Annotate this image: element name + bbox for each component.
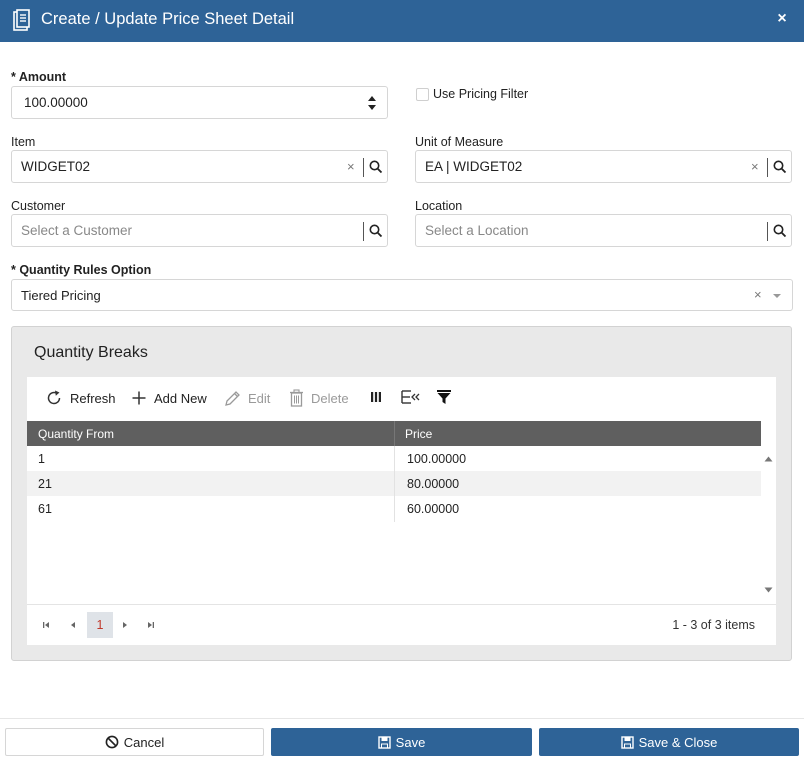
save-button[interactable]: Save bbox=[271, 728, 532, 756]
quantity-breaks-grid: Refresh Add New Edit bbox=[27, 377, 776, 645]
refresh-button[interactable]: Refresh bbox=[45, 387, 116, 409]
uom-separator bbox=[767, 158, 768, 177]
dialog-titlebar: Create / Update Price Sheet Detail × bbox=[0, 0, 804, 42]
previous-page-icon[interactable] bbox=[67, 619, 79, 631]
cell-price: 60.00000 bbox=[407, 502, 460, 516]
next-page-icon[interactable] bbox=[119, 619, 131, 631]
column-header-price[interactable]: Price bbox=[405, 427, 433, 441]
filter-icon[interactable] bbox=[436, 389, 452, 405]
edit-label: Edit bbox=[248, 390, 271, 406]
edit-button[interactable]: Edit bbox=[224, 387, 270, 409]
item-value: WIDGET02 bbox=[21, 159, 91, 174]
dialog-title: Create / Update Price Sheet Detail bbox=[41, 10, 295, 28]
add-new-label: Add New bbox=[154, 390, 207, 406]
first-page-icon[interactable] bbox=[41, 619, 53, 631]
customer-search-icon[interactable] bbox=[368, 223, 384, 239]
pencil-icon bbox=[225, 390, 240, 406]
location-search-icon[interactable] bbox=[772, 223, 788, 239]
uom-combobox[interactable]: EA | WIDGET02 × bbox=[415, 150, 792, 183]
delete-button[interactable]: Delete bbox=[289, 387, 349, 409]
refresh-label: Refresh bbox=[70, 390, 116, 406]
location-separator bbox=[767, 222, 768, 241]
delete-label: Delete bbox=[311, 390, 349, 406]
customer-label: Customer bbox=[11, 199, 66, 213]
dialog-footer: Cancel Save Save & Close bbox=[0, 718, 804, 760]
customer-separator bbox=[363, 222, 364, 241]
customer-combobox[interactable]: Select a Customer bbox=[11, 214, 388, 247]
quantity-rules-clear-icon[interactable]: × bbox=[754, 287, 762, 302]
grid-header: Quantity From Price bbox=[27, 421, 761, 446]
use-pricing-filter-checkbox[interactable] bbox=[416, 88, 429, 101]
chevron-down-icon[interactable] bbox=[772, 291, 782, 301]
cell-quantity-from: 21 bbox=[38, 477, 52, 491]
cancel-icon bbox=[105, 735, 119, 749]
amount-label: * Amount bbox=[11, 70, 67, 84]
item-label: Item bbox=[11, 135, 36, 149]
close-button[interactable]: × bbox=[777, 10, 787, 27]
item-combobox[interactable]: WIDGET02 × bbox=[11, 150, 388, 183]
grid-pager: 1 1 - 3 of 3 items bbox=[27, 604, 776, 645]
cell-quantity-from: 1 bbox=[38, 452, 45, 466]
scroll-up-icon[interactable] bbox=[764, 456, 773, 462]
grid-scrollbar[interactable] bbox=[761, 446, 776, 604]
refresh-icon bbox=[47, 390, 61, 405]
item-separator bbox=[363, 158, 364, 177]
plus-icon bbox=[132, 391, 146, 405]
uom-label: Unit of Measure bbox=[415, 135, 504, 149]
save-icon bbox=[377, 735, 391, 749]
cell-price: 80.00000 bbox=[407, 477, 460, 491]
save-label: Save bbox=[395, 734, 426, 750]
amount-input[interactable]: 100.00000 bbox=[11, 86, 388, 119]
uom-value: EA | WIDGET02 bbox=[425, 159, 523, 174]
save-icon bbox=[620, 735, 634, 749]
cancel-button[interactable]: Cancel bbox=[5, 728, 264, 756]
cell-quantity-from: 61 bbox=[38, 502, 52, 516]
item-search-icon[interactable] bbox=[368, 159, 384, 175]
location-label: Location bbox=[415, 199, 463, 213]
item-clear-icon[interactable]: × bbox=[347, 159, 355, 174]
quantity-rules-label: * Quantity Rules Option bbox=[11, 263, 152, 277]
column-divider bbox=[394, 446, 395, 522]
uom-search-icon[interactable] bbox=[772, 159, 788, 175]
document-icon bbox=[13, 9, 30, 31]
collapse-columns-icon[interactable] bbox=[400, 389, 420, 405]
column-separator bbox=[394, 421, 395, 446]
last-page-icon[interactable] bbox=[144, 619, 156, 631]
table-row[interactable]: 61 60.00000 bbox=[27, 496, 761, 521]
add-new-button[interactable]: Add New bbox=[131, 387, 207, 409]
scroll-down-icon[interactable] bbox=[764, 587, 773, 593]
use-pricing-filter-label: Use Pricing Filter bbox=[433, 87, 529, 101]
location-combobox[interactable]: Select a Location bbox=[415, 214, 792, 247]
save-and-close-button[interactable]: Save & Close bbox=[539, 728, 799, 756]
quantity-breaks-panel: Quantity Breaks Refresh Add New bbox=[11, 326, 792, 661]
customer-placeholder: Select a Customer bbox=[21, 223, 133, 238]
columns-icon[interactable] bbox=[368, 389, 384, 405]
quantity-breaks-title: Quantity Breaks bbox=[34, 344, 148, 361]
page-number-current[interactable]: 1 bbox=[87, 612, 113, 638]
save-and-close-label: Save & Close bbox=[638, 734, 718, 750]
uom-clear-icon[interactable]: × bbox=[751, 159, 759, 174]
location-placeholder: Select a Location bbox=[425, 223, 529, 238]
cell-price: 100.00000 bbox=[407, 452, 467, 466]
table-row[interactable]: 1 100.00000 bbox=[27, 446, 761, 471]
amount-value: 100.00000 bbox=[24, 95, 88, 110]
numeric-spinner-icon[interactable] bbox=[367, 93, 377, 113]
quantity-rules-dropdown[interactable]: Tiered Pricing × bbox=[11, 279, 793, 311]
trash-icon bbox=[290, 389, 303, 407]
column-header-quantity-from[interactable]: Quantity From bbox=[38, 427, 115, 441]
quantity-rules-value: Tiered Pricing bbox=[21, 288, 101, 303]
cancel-label: Cancel bbox=[123, 734, 165, 750]
grid-toolbar: Refresh Add New Edit bbox=[27, 377, 776, 421]
pager-info: 1 - 3 of 3 items bbox=[672, 618, 755, 632]
